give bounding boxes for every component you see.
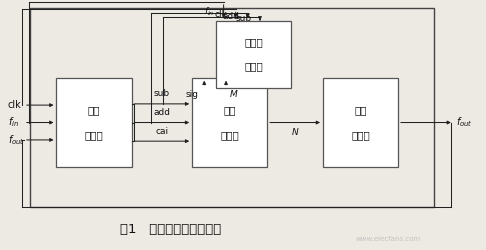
Text: $f_{in}$: $f_{in}$	[8, 116, 19, 130]
Text: sub: sub	[154, 90, 170, 98]
Text: sig: sig	[186, 90, 198, 99]
Bar	[30, 8, 434, 207]
Bar	[192, 78, 267, 167]
Text: sub: sub	[235, 14, 251, 23]
Text: add: add	[222, 12, 239, 21]
Text: 自适应: 自适应	[244, 37, 263, 47]
Text: 鉴相器: 鉴相器	[85, 130, 104, 140]
Text: 控制器: 控制器	[244, 62, 263, 72]
Text: 振荡器: 振荡器	[351, 130, 370, 140]
Text: $f_{out}$: $f_{out}$	[8, 133, 25, 147]
Text: 数控: 数控	[354, 105, 367, 115]
Text: $f_{out}$: $f_{out}$	[456, 116, 473, 130]
Text: www.elecfans.com: www.elecfans.com	[356, 236, 421, 242]
Text: N: N	[292, 128, 298, 137]
Bar	[323, 78, 398, 167]
Text: 滤波器: 滤波器	[220, 130, 239, 140]
Text: 数字: 数字	[88, 105, 100, 115]
Text: M: M	[230, 90, 238, 99]
Text: cai: cai	[155, 127, 168, 136]
Text: clk: clk	[8, 100, 22, 110]
Bar	[56, 78, 132, 167]
Bar	[216, 20, 292, 88]
Text: $f_{in}$: $f_{in}$	[205, 5, 215, 18]
Text: 图1   全数字锁相环的结构: 图1 全数字锁相环的结构	[120, 223, 221, 236]
Text: clk: clk	[214, 10, 227, 20]
Text: 数字: 数字	[224, 105, 236, 115]
Text: add: add	[153, 108, 170, 117]
